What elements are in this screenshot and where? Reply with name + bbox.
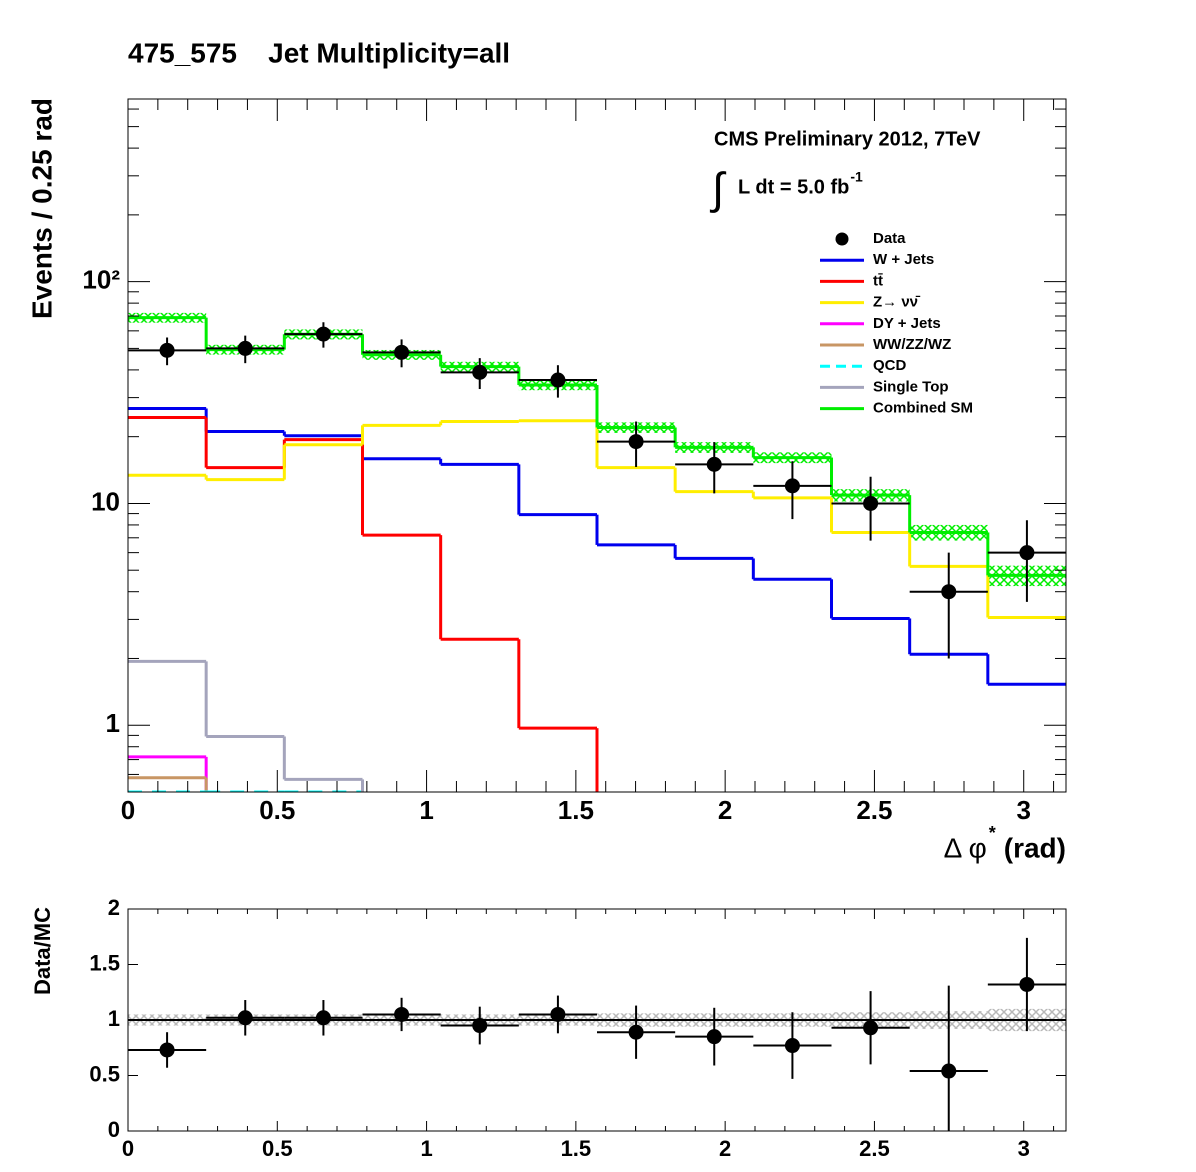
legend-label: W + Jets <box>873 251 934 268</box>
legend-label: DY + Jets <box>873 315 941 332</box>
legend-label: Z→ νν̄ <box>873 294 921 311</box>
y-tick-label: 2 <box>108 895 120 920</box>
legend-label: QCD <box>873 357 907 374</box>
legend-label: Data <box>873 230 906 247</box>
frame <box>127 908 1067 1132</box>
data-point <box>550 372 566 388</box>
data-point <box>394 344 410 360</box>
data-point <box>315 326 331 342</box>
x-tick-label: 0.5 <box>259 795 295 825</box>
x-tick-label: 0 <box>122 1136 134 1161</box>
y-axis-label: Events / 0.25 rad <box>26 98 57 319</box>
x-tick-label: 3 <box>1018 1136 1030 1161</box>
data-point <box>863 1020 879 1036</box>
x-tick-label: 1 <box>419 795 433 825</box>
data-point <box>394 1006 410 1022</box>
data-point <box>628 434 644 450</box>
x-tick-label: 1.5 <box>558 795 594 825</box>
y-tick-label: 1 <box>106 708 120 738</box>
legend-marker <box>835 232 849 246</box>
data-point <box>784 478 800 494</box>
y-tick-label: 1 <box>108 1006 120 1031</box>
data-point <box>237 340 253 356</box>
data-point <box>159 342 175 358</box>
x-axis-label-sup: * <box>989 823 996 843</box>
y-tick-label: 0 <box>108 1117 120 1142</box>
data-point <box>941 584 957 600</box>
data-point <box>784 1038 800 1054</box>
data-point <box>863 495 879 511</box>
x-tick-label: 2.5 <box>856 795 892 825</box>
chart-title: 475_575 Jet Multiplicity=all <box>128 37 510 68</box>
data-point <box>1019 545 1035 561</box>
ratio-y-axis-label: Data/MC <box>30 907 55 995</box>
data-point <box>159 1042 175 1058</box>
x-tick-label: 0 <box>121 795 135 825</box>
data-point <box>1019 976 1035 992</box>
lumi-integral: ∫ <box>709 165 727 214</box>
data-point <box>472 364 488 380</box>
lumi-text: L dt = 5.0 fb <box>738 176 849 198</box>
x-tick-label: 1.5 <box>561 1136 592 1161</box>
x-tick-label: 0.5 <box>262 1136 293 1161</box>
lumi-sup: -1 <box>850 169 863 185</box>
data-point <box>706 456 722 472</box>
frame <box>127 98 1067 793</box>
y-tick-label: 1.5 <box>89 950 120 975</box>
x-axis-label-unit: (rad) <box>1004 832 1066 863</box>
x-tick-label: 1 <box>420 1136 432 1161</box>
y-tick-label: 10² <box>82 265 120 295</box>
plot-area <box>128 312 1066 792</box>
legend-label: tt̄ <box>873 272 883 289</box>
data-point <box>706 1029 722 1045</box>
x-tick-label: 3 <box>1016 795 1030 825</box>
y-tick-label: 0.5 <box>89 1061 120 1086</box>
data-point <box>315 1010 331 1026</box>
data-point <box>550 1006 566 1022</box>
x-axis-label: Δ φ <box>944 832 987 863</box>
x-tick-label: 2 <box>719 1136 731 1161</box>
legend-label: Single Top <box>873 378 949 395</box>
annotation: CMS Preliminary 2012, 7TeV <box>714 128 981 150</box>
legend-label: WW/ZZ/WZ <box>873 336 951 353</box>
x-tick-label: 2 <box>718 795 732 825</box>
data-point <box>628 1024 644 1040</box>
data-point <box>472 1018 488 1034</box>
plot-area <box>128 937 1066 1131</box>
data-point <box>941 1063 957 1079</box>
y-tick-label: 10 <box>91 486 120 516</box>
data-point <box>237 1010 253 1026</box>
x-tick-label: 2.5 <box>859 1136 890 1161</box>
legend-label: Combined SM <box>873 400 973 417</box>
